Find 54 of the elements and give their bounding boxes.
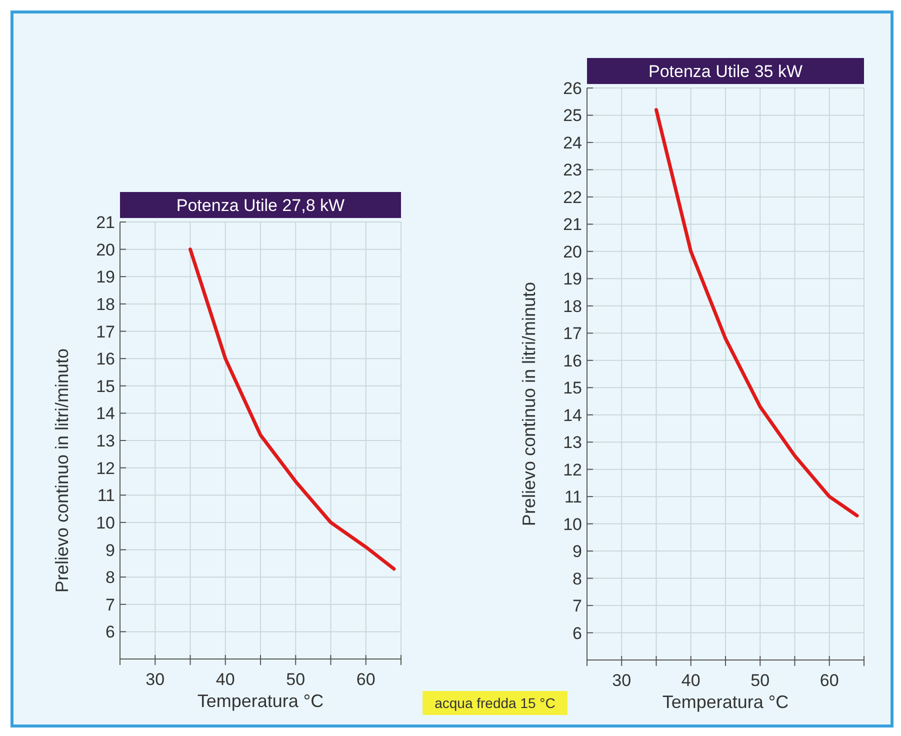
- y-tick-label: 10: [563, 514, 582, 534]
- line-series: [654, 108, 859, 518]
- x-axis-title: Temperatura °C: [662, 692, 789, 712]
- y-axis-title: Prelievo continuo in litri/minuto: [52, 348, 72, 593]
- y-tick-label: 20: [563, 242, 582, 262]
- chart-title: Potenza Utile 35 kW: [648, 62, 803, 81]
- y-tick-label: 9: [572, 542, 582, 562]
- y-tick-label: 26: [563, 79, 582, 98]
- y-tick-label: 21: [96, 213, 115, 232]
- x-tick-label: 50: [750, 671, 770, 690]
- y-tick-label: 19: [96, 268, 115, 287]
- y-tick-label: 17: [563, 324, 582, 344]
- y-tick-label: 11: [564, 488, 582, 507]
- y-tick-label: 20: [96, 240, 115, 260]
- text: acqua fredda 15 °C: [434, 695, 556, 711]
- y-tick-label: 23: [563, 160, 582, 180]
- y-tick-label: 6: [572, 624, 582, 643]
- y-tick-label: 14: [563, 406, 582, 425]
- x-tick-label: 60: [356, 670, 376, 689]
- y-tick-label: 7: [572, 596, 582, 616]
- y-tick-label: 19: [563, 270, 582, 289]
- y-tick-label: 15: [96, 376, 115, 396]
- y-tick-label: 18: [563, 296, 582, 316]
- y-tick-label: 16: [96, 350, 115, 369]
- x-tick-label: 40: [681, 671, 700, 690]
- y-tick-label: 8: [106, 568, 115, 588]
- y-tick-label: 13: [563, 433, 582, 452]
- x-tick-label: 60: [820, 671, 839, 690]
- y-tick-label: 24: [563, 133, 582, 152]
- y-tick-label: 22: [563, 188, 582, 207]
- y-tick-label: 10: [96, 513, 115, 532]
- y-tick-label: 13: [96, 432, 115, 450]
- y-tick-label: 9: [106, 540, 115, 560]
- y-tick-label: 12: [563, 460, 582, 480]
- x-tick-label: 30: [146, 670, 165, 689]
- y-tick-label: 7: [106, 595, 115, 614]
- y-tick-label: 8: [572, 569, 582, 588]
- y-tick-label: 6: [106, 622, 115, 642]
- line-series: [188, 248, 396, 571]
- x-tick-label: 30: [612, 671, 632, 690]
- y-tick-label: 18: [96, 294, 115, 314]
- x-tick-label: 40: [216, 670, 235, 689]
- y-tick-label: 17: [96, 322, 115, 342]
- y-tick-label: 25: [563, 106, 582, 126]
- y-tick-label: 14: [96, 404, 115, 424]
- chart-title: Potenza Utile 27,8 kW: [176, 196, 345, 215]
- y-tick-label: 12: [96, 458, 115, 478]
- x-tick-label: 50: [286, 670, 306, 689]
- y-tick-label: 15: [563, 378, 582, 398]
- y-tick-label: 21: [563, 215, 582, 234]
- y-tick-label: 11: [97, 486, 115, 506]
- y-axis-title: Prelievo continuo in litri/minuto: [519, 282, 539, 526]
- y-tick-label: 16: [563, 351, 582, 370]
- x-axis-title: Temperatura °C: [197, 691, 324, 711]
